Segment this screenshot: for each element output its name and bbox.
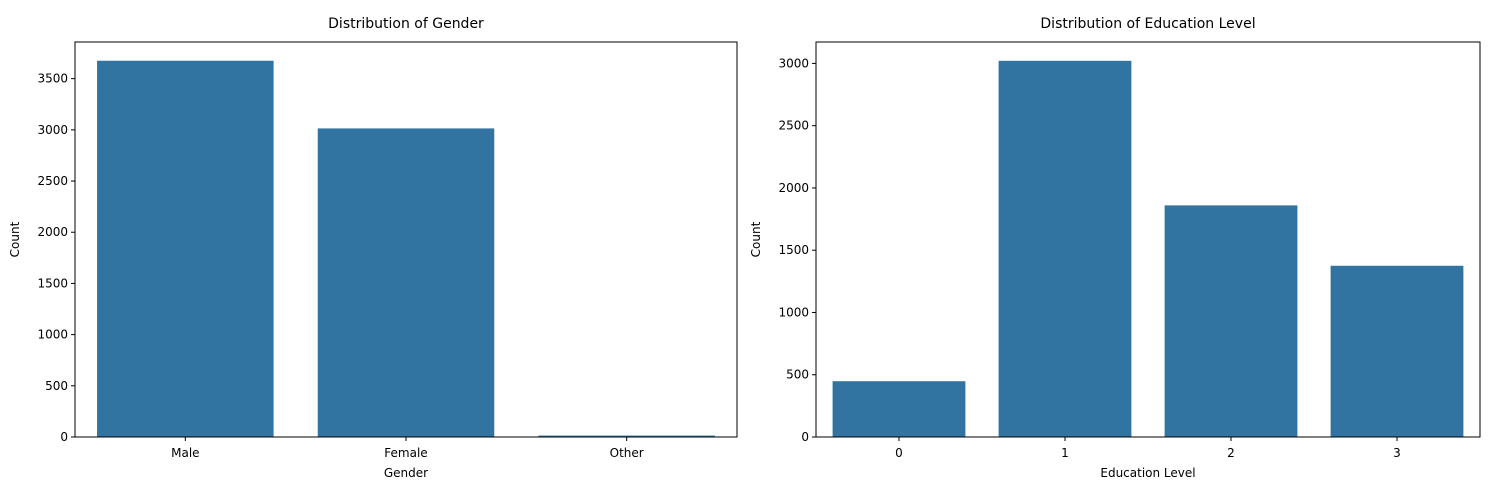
education-level-ytick-label-5: 2500 <box>778 119 809 133</box>
gender-chart: 0 500 1000 1500 2000 2500 3000 3500 Male Female Ot… <box>8 16 738 480</box>
gender-ytick-label-4: 2000 <box>37 225 68 239</box>
gender-xtick-label-0: Male <box>171 446 199 460</box>
education-level-ytick-label-6: 3000 <box>778 56 809 70</box>
gender-ytick-label-2: 1000 <box>37 328 68 342</box>
gender-chart-title: Distribution of Gender <box>328 16 484 32</box>
gender-y-axis-label: Count <box>8 221 22 257</box>
education-level-ytick-label-1: 500 <box>786 368 809 382</box>
education-level-ytick-label-4: 2000 <box>778 181 809 195</box>
gender-ytick-label-3: 1500 <box>37 276 68 290</box>
gender-bar-2 <box>538 435 715 437</box>
gender-ytick-label-0: 0 <box>60 430 68 444</box>
gender-ytick-label-1: 500 <box>45 379 68 393</box>
education-level-xtick-label-3: 3 <box>1393 446 1401 460</box>
education-level-plot-frame <box>815 41 1481 438</box>
education-level-bar-0 <box>832 381 966 437</box>
education-level-y-axis-label: Count <box>749 221 763 257</box>
gender-bar-1 <box>317 128 495 437</box>
education-level-bar-2 <box>1164 205 1298 437</box>
education-level-bar-1 <box>998 60 1132 438</box>
education-level-bar-3 <box>1330 265 1464 437</box>
gender-bar-0 <box>97 60 274 438</box>
education-level-ytick-label-2: 1000 <box>778 305 809 319</box>
education-level-ytick-label-3: 1500 <box>778 243 809 257</box>
education-level-xtick-label-2: 2 <box>1227 446 1235 460</box>
education-level-xtick-label-1: 1 <box>1061 446 1069 460</box>
education-level-x-axis-label: Education Level <box>1100 466 1195 480</box>
gender-ytick-label-6: 3000 <box>37 123 68 137</box>
education-level-xtick-label-0: 0 <box>895 446 903 460</box>
gender-ytick-label-7: 3500 <box>37 72 68 86</box>
education-level-ytick-label-0: 0 <box>801 430 809 444</box>
gender-xtick-label-1: Female <box>384 446 427 460</box>
gender-ytick-label-5: 2500 <box>37 174 68 188</box>
education-level-chart: 0 500 1000 1500 2000 2500 3000 0 1 2 3 Distribution… <box>749 16 1481 480</box>
education-level-chart-title: Distribution of Education Level <box>1040 16 1255 32</box>
gender-xtick-label-2: Other <box>610 446 644 460</box>
gender-x-axis-label: Gender <box>384 466 428 480</box>
